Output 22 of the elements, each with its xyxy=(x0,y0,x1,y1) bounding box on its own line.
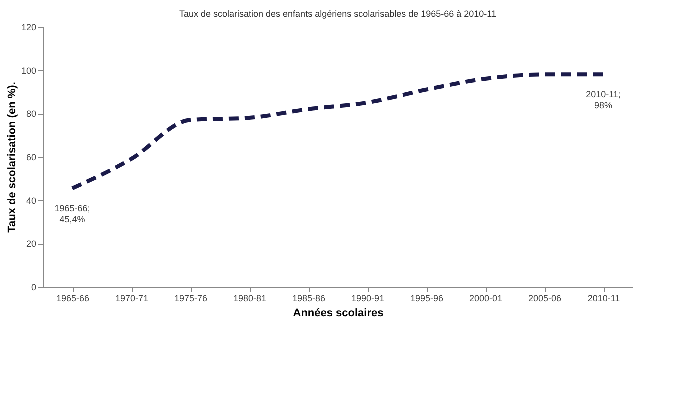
annotation: 1965-66; 45,4% xyxy=(54,204,90,225)
x-tick-label: 1970-71 xyxy=(115,294,149,304)
y-tick-label: 20 xyxy=(26,239,36,250)
y-tick-label: 40 xyxy=(26,196,36,206)
x-tick-label: 1980-81 xyxy=(233,294,267,304)
x-tick-label: 1975-76 xyxy=(174,294,208,304)
x-axis-title: Années scolaires xyxy=(293,308,384,320)
chart-title: Taux de scolarisation des enfants algériens scolarisables de 1965-66 à 2010-11 xyxy=(179,9,497,19)
x-tick-label: 2005-06 xyxy=(528,294,562,304)
x-tick-label: 1990-91 xyxy=(351,294,385,304)
x-tick-label: 2010-11 xyxy=(588,294,620,304)
y-tick-label: 60 xyxy=(26,152,36,162)
x-tick-label: 1965-66 xyxy=(56,294,90,304)
y-tick-label: 80 xyxy=(26,109,36,120)
annotation: 2010-11; 98% xyxy=(586,90,621,111)
y-axis-title: Taux de scolarisation (en %). xyxy=(6,82,18,233)
x-tick-label: 1985-86 xyxy=(292,294,326,304)
x-tick-label: 1995-96 xyxy=(410,294,444,304)
y-tick-label: 120 xyxy=(21,22,36,32)
y-tick-label: 100 xyxy=(21,66,36,76)
x-tick-label: 2000-01 xyxy=(469,294,503,304)
y-tick-label: 0 xyxy=(31,282,36,292)
